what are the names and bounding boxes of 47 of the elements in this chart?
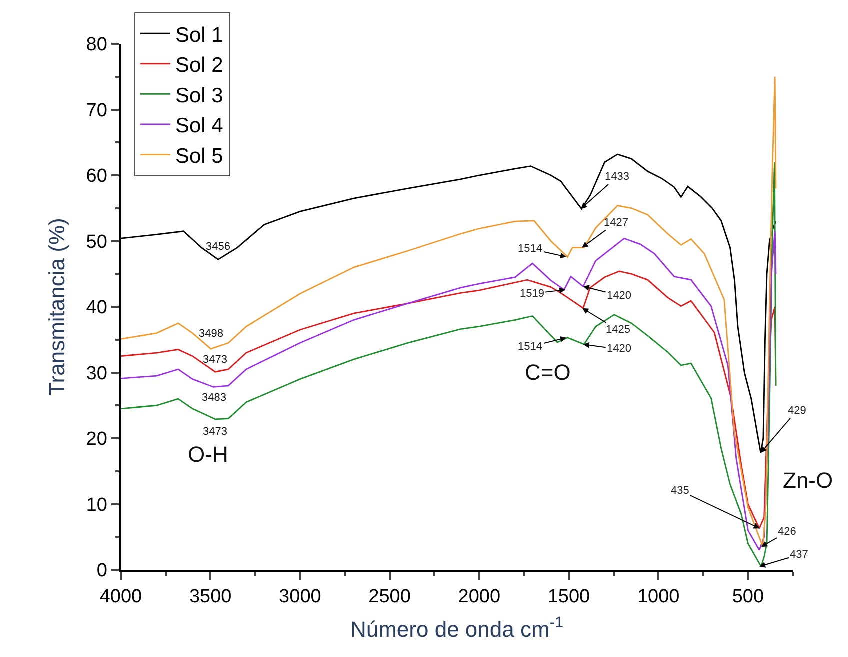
annotation: 1425 bbox=[606, 324, 630, 336]
annotation: 3498 bbox=[199, 328, 224, 340]
annotation: 1433 bbox=[605, 171, 630, 183]
legend-label: Sol 1 bbox=[175, 24, 224, 47]
annotation: 435 bbox=[671, 485, 690, 497]
y-tick-label: 70 bbox=[86, 100, 108, 122]
y-tick-label: 60 bbox=[86, 166, 108, 188]
x-tick-label: 1500 bbox=[548, 586, 590, 608]
annotation: C=O bbox=[525, 360, 571, 385]
x-tick-label: 4000 bbox=[100, 586, 142, 608]
annotation: 3456 bbox=[206, 241, 230, 253]
y-tick-label: 20 bbox=[86, 429, 108, 450]
x-tick-label: 500 bbox=[732, 586, 764, 608]
annotation: O-H bbox=[188, 442, 228, 467]
y-tick-label: 0 bbox=[96, 560, 108, 582]
y-tick-label: 80 bbox=[86, 34, 108, 56]
annotation: 1420 bbox=[607, 290, 632, 302]
y-tick-label: 10 bbox=[86, 494, 108, 516]
y-axis-title: Transmitancia (%) bbox=[44, 218, 70, 396]
annotation: 3473 bbox=[203, 426, 228, 438]
annotation: 1514 bbox=[518, 243, 542, 255]
annotation: 437 bbox=[790, 549, 808, 561]
annotation: Zn-O bbox=[783, 468, 834, 493]
line-series bbox=[121, 230, 777, 551]
annotation: 1519 bbox=[520, 288, 544, 300]
y-tick-label: 30 bbox=[86, 363, 108, 384]
legend-label: Sol 4 bbox=[175, 114, 224, 138]
y-tick-label: 50 bbox=[86, 232, 108, 253]
y-tick-label: 40 bbox=[86, 298, 108, 319]
annotation: 3483 bbox=[202, 392, 226, 404]
legend-label: Sol 3 bbox=[175, 84, 224, 108]
x-axis-title: Número de onda cm$^{-1}$ bbox=[350, 614, 564, 642]
line-series bbox=[121, 76, 777, 548]
x-tick-label: 3000 bbox=[279, 586, 322, 608]
line-series bbox=[121, 162, 777, 568]
x-tick-label: 3500 bbox=[189, 586, 232, 608]
x-tick-label: 2000 bbox=[458, 586, 501, 608]
annotation: 1514 bbox=[518, 341, 542, 353]
x-tick-label: 2500 bbox=[368, 586, 411, 608]
legend-label: Sol 5 bbox=[175, 144, 224, 168]
x-tick-label: 1000 bbox=[637, 586, 680, 608]
annotation: 426 bbox=[778, 526, 796, 538]
legend-label: Sol 2 bbox=[175, 54, 224, 78]
annotation: 1420 bbox=[607, 343, 632, 355]
annotation: 3473 bbox=[203, 354, 228, 366]
annotation: 1427 bbox=[604, 217, 628, 229]
annotation: 429 bbox=[788, 405, 806, 417]
